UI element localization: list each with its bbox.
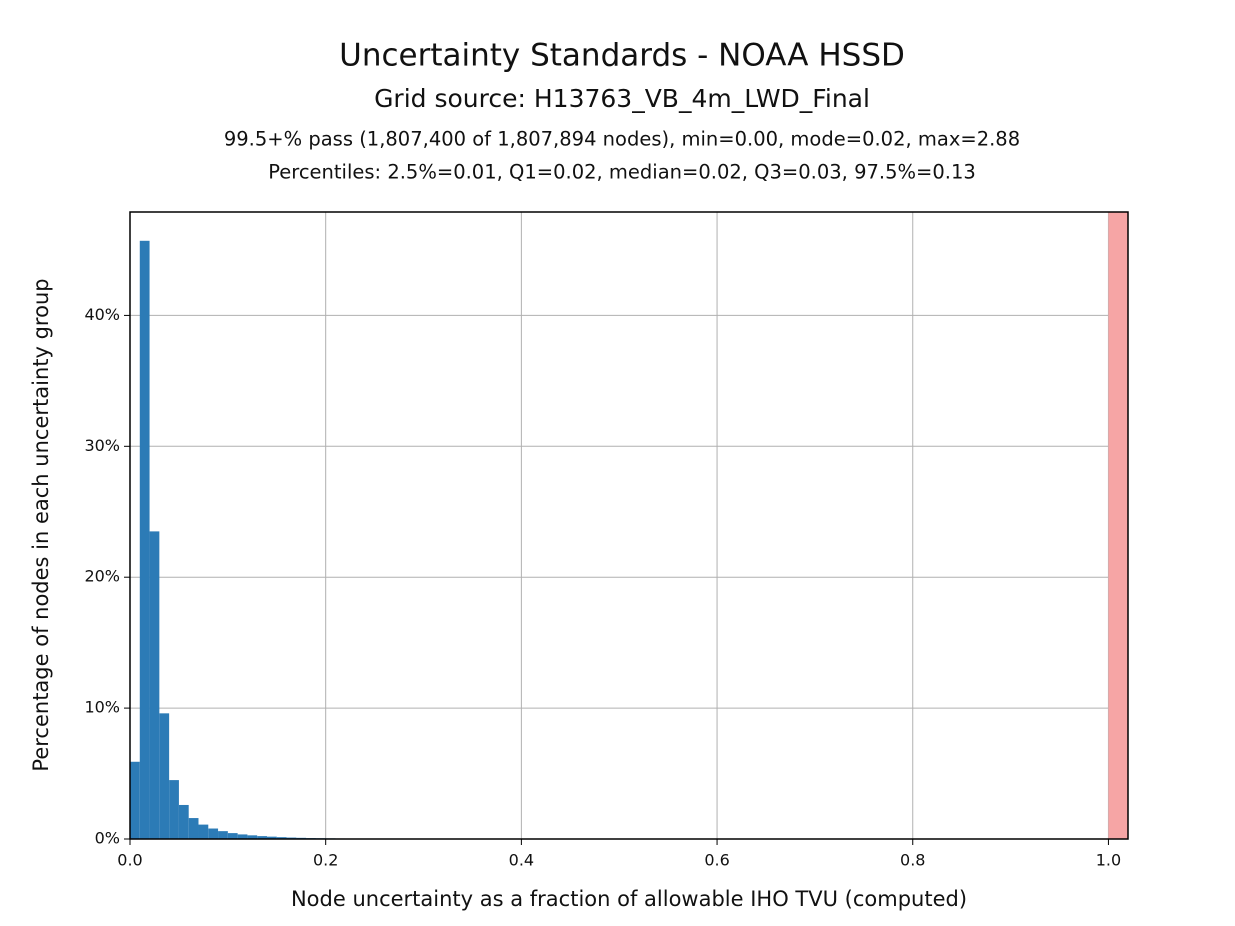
x-tick-label: 0.8 <box>900 851 925 870</box>
chart-subtitle: Grid source: H13763_VB_4m_LWD_Final <box>374 84 870 113</box>
bar <box>169 780 179 839</box>
y-tick-label: 10% <box>84 698 120 717</box>
x-tick-label: 0.0 <box>117 851 142 870</box>
bar <box>257 836 267 839</box>
x-tick-label: 0.4 <box>509 851 534 870</box>
plot-frame <box>129 211 1129 840</box>
x-tick-label: 0.2 <box>313 851 338 870</box>
y-tick-label: 0% <box>95 829 120 848</box>
bar <box>188 818 199 839</box>
bar <box>237 834 248 839</box>
bar <box>149 531 160 839</box>
y-tick-label: 30% <box>84 436 120 455</box>
annotation: Percentiles: 2.5%=0.01, Q1=0.02, median=… <box>268 161 976 184</box>
bar <box>218 831 228 839</box>
y-axis-label: Percentage of nodes in each uncertainty … <box>29 278 53 771</box>
bar <box>178 804 189 839</box>
y-tick-label: 20% <box>84 567 120 586</box>
bar <box>208 828 219 839</box>
chart-title: Uncertainty Standards - NOAA HSSD <box>339 38 905 74</box>
bar <box>247 835 258 839</box>
bar <box>266 836 277 839</box>
annotation: 99.5+% pass (1,807,400 of 1,807,894 node… <box>224 128 1020 151</box>
y-tick-label: 40% <box>84 305 120 324</box>
bar <box>159 713 170 839</box>
bar <box>227 833 238 839</box>
bar <box>130 761 140 839</box>
x-tick-label: 1.0 <box>1096 851 1121 870</box>
fail-region <box>1108 212 1128 839</box>
x-tick-label: 0.6 <box>704 851 729 870</box>
bar <box>139 240 150 840</box>
bar <box>276 837 287 839</box>
x-axis-label: Node uncertainty as a fraction of allowa… <box>291 887 967 911</box>
bar <box>198 824 209 839</box>
